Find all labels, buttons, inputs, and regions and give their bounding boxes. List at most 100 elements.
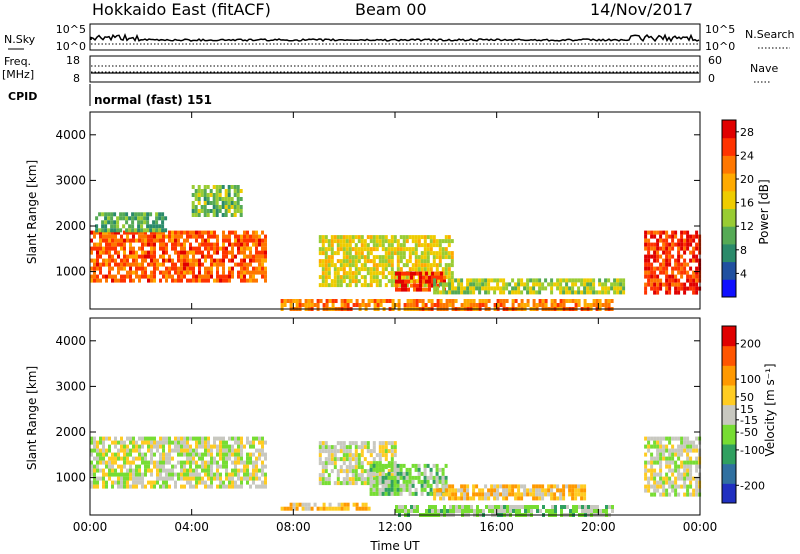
echo-cell	[399, 483, 403, 488]
echo-cell	[402, 463, 406, 468]
echo-cell	[321, 235, 325, 240]
echo-cell	[410, 275, 413, 280]
echo-cell	[593, 509, 596, 513]
echo-cell	[237, 436, 240, 441]
echo-cell	[562, 488, 566, 493]
echo-cell	[150, 246, 153, 251]
echo-cell	[132, 472, 135, 477]
echo-cell	[243, 468, 246, 473]
echo-cell	[99, 476, 102, 481]
echo-cell	[491, 505, 494, 509]
echo-cell	[345, 235, 349, 240]
echo-cell	[146, 212, 150, 217]
echo-cell	[249, 274, 252, 279]
echo-cell	[147, 436, 150, 441]
echo-cell	[234, 484, 237, 489]
echo-cell	[162, 484, 165, 489]
echo-cell	[340, 502, 344, 507]
echo-cell	[156, 476, 159, 481]
echo-cell	[420, 271, 424, 276]
echo-cell	[153, 238, 156, 243]
echo-cell	[470, 505, 473, 509]
echo-cell	[111, 230, 114, 235]
echo-cell	[330, 457, 334, 462]
echo-cell	[327, 283, 331, 288]
echo-cell	[105, 250, 108, 255]
echo-cell	[246, 266, 249, 271]
echo-cell	[96, 250, 99, 255]
echo-cell	[423, 463, 427, 468]
echo-cell	[174, 246, 177, 251]
echo-cell	[168, 266, 171, 271]
freq-tick-bottom: 8	[73, 72, 80, 85]
echo-cell	[159, 242, 162, 247]
echo-cell	[505, 286, 509, 291]
echo-cell	[680, 242, 684, 247]
echo-cell	[432, 255, 436, 260]
echo-cell	[647, 480, 651, 485]
echo-cell	[381, 271, 385, 276]
echo-cell	[387, 463, 391, 468]
echo-cell	[207, 238, 210, 243]
echo-cell	[324, 267, 328, 272]
echo-cell	[114, 444, 117, 449]
echo-cell	[207, 242, 210, 247]
echo-cell	[427, 299, 431, 303]
echo-cell	[583, 278, 587, 283]
echo-cell	[372, 255, 376, 260]
echo-cell	[378, 463, 382, 468]
echo-cell	[463, 484, 467, 489]
echo-cell	[384, 239, 388, 244]
echo-cell	[171, 238, 174, 243]
echo-cell	[135, 484, 138, 489]
echo-cell	[327, 453, 331, 458]
echo-cell	[527, 505, 530, 509]
echo-cell	[147, 254, 150, 259]
echo-cell	[434, 275, 437, 280]
echo-cell	[183, 452, 186, 457]
echo-cell	[529, 278, 533, 283]
echo-cell	[174, 238, 177, 243]
echo-cell	[485, 505, 488, 509]
echo-cell	[401, 509, 404, 513]
echo-cell	[207, 266, 210, 271]
echo-cell	[472, 278, 476, 283]
echo-cell	[95, 224, 99, 229]
echo-cell	[237, 444, 240, 449]
echo-cell	[108, 266, 111, 271]
echo-cell	[96, 440, 99, 445]
echo-cell	[99, 456, 102, 461]
echo-cell	[258, 258, 261, 263]
echo-cell	[318, 481, 322, 486]
echo-cell	[596, 509, 599, 513]
echo-cell	[423, 475, 427, 480]
echo-region-1	[95, 212, 168, 233]
echo-cell	[659, 230, 663, 235]
velocity-colorbar-label: Velocity [m s⁻¹]	[763, 363, 777, 456]
echo-cell	[156, 480, 159, 485]
echo-cell	[404, 505, 407, 509]
echo-cell	[571, 286, 575, 291]
echo-cell	[114, 250, 117, 255]
echo-cell	[123, 238, 126, 243]
echo-cell	[158, 228, 162, 233]
echo-cell	[105, 472, 108, 477]
echo-cell	[659, 444, 663, 449]
echo-cell	[674, 452, 678, 457]
echo-cell	[192, 274, 195, 279]
echo-cell	[174, 278, 177, 283]
echo-cell	[656, 440, 660, 445]
echo-cell	[195, 250, 198, 255]
echo-cell	[131, 212, 135, 217]
echo-cell	[168, 258, 171, 263]
echo-cell	[403, 303, 407, 307]
echo-cell	[647, 266, 651, 271]
echo-cell	[378, 487, 382, 492]
echo-cell	[428, 283, 431, 288]
echo-cell	[689, 238, 693, 243]
echo-cell	[331, 506, 335, 511]
echo-cell	[197, 185, 201, 189]
echo-cell	[384, 247, 388, 252]
echo-cell	[511, 278, 515, 283]
